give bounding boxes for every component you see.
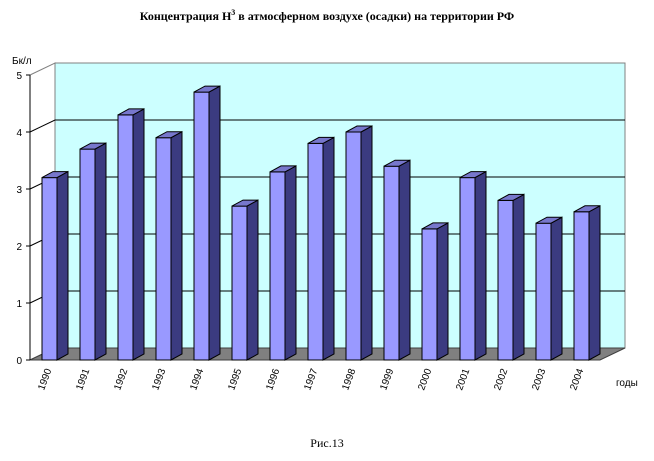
y-tick-label: 4 bbox=[16, 128, 22, 139]
x-tick-label: 2001 bbox=[454, 367, 472, 392]
y-tick-label: 1 bbox=[16, 299, 22, 310]
y-tick-label: 2 bbox=[16, 242, 22, 253]
bar-side bbox=[550, 216, 563, 361]
x-tick-label: 2003 bbox=[530, 367, 548, 392]
bar-front bbox=[573, 211, 590, 361]
bar-top bbox=[345, 125, 373, 133]
bar bbox=[383, 159, 411, 361]
bar-top bbox=[573, 205, 601, 213]
bar-side bbox=[398, 159, 411, 361]
chart-title: Концентрация Н3 в атмосферном воздухе (о… bbox=[0, 8, 654, 24]
bar-side bbox=[474, 170, 487, 361]
bar-top bbox=[421, 222, 449, 230]
bar-front bbox=[497, 199, 514, 361]
bar bbox=[573, 204, 601, 361]
bar-front bbox=[535, 222, 552, 361]
bar bbox=[117, 108, 145, 361]
bar bbox=[79, 142, 107, 361]
bar-front bbox=[345, 131, 362, 361]
gridline bbox=[29, 119, 625, 133]
x-tick-label: 2000 bbox=[416, 367, 434, 392]
bar bbox=[535, 216, 563, 361]
bar bbox=[421, 222, 449, 361]
bar-top bbox=[535, 216, 563, 224]
bar-front bbox=[231, 205, 248, 361]
bar-front bbox=[79, 148, 96, 361]
chart-title-main: Концентрация Н bbox=[139, 9, 232, 23]
bar-side bbox=[208, 85, 221, 361]
bar-front bbox=[117, 114, 134, 361]
bar-front bbox=[41, 177, 58, 361]
x-tick-label: 1996 bbox=[264, 367, 282, 392]
x-axis-label: годы bbox=[616, 378, 638, 389]
bar bbox=[41, 170, 69, 361]
bar bbox=[269, 165, 297, 361]
bar-top bbox=[497, 193, 525, 201]
bar-front bbox=[383, 165, 400, 361]
bar-side bbox=[322, 136, 335, 361]
y-tick-label: 5 bbox=[16, 71, 22, 82]
y-tick-label: 0 bbox=[16, 356, 22, 367]
chart-title-superscript: 3 bbox=[231, 8, 236, 17]
bar-side bbox=[588, 204, 601, 361]
bar-side bbox=[284, 165, 297, 361]
bar-top bbox=[459, 171, 487, 179]
bar-top bbox=[41, 171, 69, 179]
x-tick-label: 1999 bbox=[378, 367, 396, 392]
bar-front bbox=[459, 177, 476, 361]
bar-front bbox=[193, 91, 210, 361]
bar-side bbox=[512, 193, 525, 361]
x-tick-label: 2004 bbox=[568, 367, 586, 392]
bar-top bbox=[269, 165, 297, 173]
bar-top bbox=[79, 142, 107, 150]
bar bbox=[193, 85, 221, 361]
figure-caption: Рис.13 bbox=[310, 436, 344, 450]
bar bbox=[231, 199, 259, 361]
x-tick-label: 1997 bbox=[302, 367, 320, 392]
bar-side bbox=[132, 108, 145, 361]
bar-front bbox=[421, 228, 438, 361]
bar-side bbox=[56, 170, 69, 361]
bar-side bbox=[170, 130, 183, 361]
bar bbox=[459, 170, 487, 361]
x-tick-label: 1994 bbox=[188, 367, 206, 392]
x-tick-label: 1995 bbox=[226, 367, 244, 392]
x-tick-label: 1990 bbox=[36, 367, 54, 392]
back-wall bbox=[54, 62, 626, 349]
bar-side bbox=[94, 142, 107, 361]
bar-front bbox=[155, 137, 172, 361]
bar-front bbox=[307, 142, 324, 361]
bar bbox=[497, 193, 525, 361]
x-tick-label: 1992 bbox=[112, 367, 130, 392]
bar-front bbox=[269, 171, 286, 361]
bar bbox=[345, 125, 373, 361]
bar-top bbox=[307, 136, 335, 144]
bar-side bbox=[360, 125, 373, 361]
x-tick-label: 1991 bbox=[74, 367, 92, 392]
bar-top bbox=[193, 85, 221, 93]
bar bbox=[155, 130, 183, 361]
y-tick-label: 3 bbox=[16, 185, 22, 196]
bar-top bbox=[155, 131, 183, 139]
chart-title-rest: в атмосферном воздухе (осадки) на террит… bbox=[235, 9, 515, 23]
bar bbox=[307, 136, 335, 361]
bar-top bbox=[231, 199, 259, 207]
x-tick-label: 2002 bbox=[492, 367, 510, 392]
bar-side bbox=[436, 222, 449, 361]
y-axis-label: Бк/л bbox=[12, 56, 32, 67]
x-tick-label: 1998 bbox=[340, 367, 358, 392]
bar-top bbox=[383, 159, 411, 167]
x-tick-label: 1993 bbox=[150, 367, 168, 392]
bar-top bbox=[117, 108, 145, 116]
bar-side bbox=[246, 199, 259, 361]
